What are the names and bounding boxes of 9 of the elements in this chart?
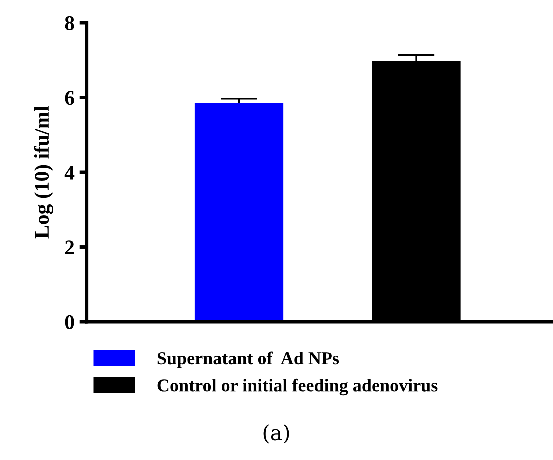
y-tick-label: 2	[65, 240, 74, 254]
y-tick-label: 0	[65, 315, 74, 330]
y-tick-label: 8	[65, 16, 74, 30]
legend-label: Supernatant of Ad NPs	[158, 352, 340, 368]
y-axis-title: Log (10) ifu/ml	[34, 106, 54, 239]
legend-label: Control or initial feeding adenovirus	[158, 378, 438, 396]
text: (a)	[264, 424, 290, 444]
y-tick-label: 6	[65, 91, 74, 106]
y-tick-label: 4	[64, 166, 75, 180]
